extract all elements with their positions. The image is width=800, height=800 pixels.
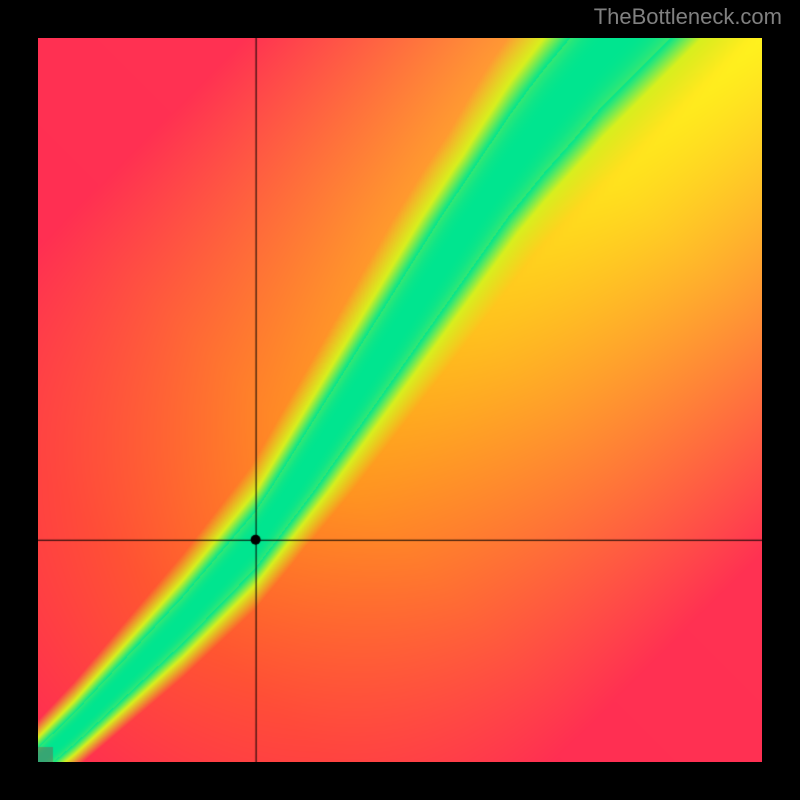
heatmap-canvas — [38, 38, 762, 762]
watermark-text: TheBottleneck.com — [594, 4, 782, 30]
chart-frame: TheBottleneck.com — [0, 0, 800, 800]
heatmap-area — [38, 38, 762, 762]
